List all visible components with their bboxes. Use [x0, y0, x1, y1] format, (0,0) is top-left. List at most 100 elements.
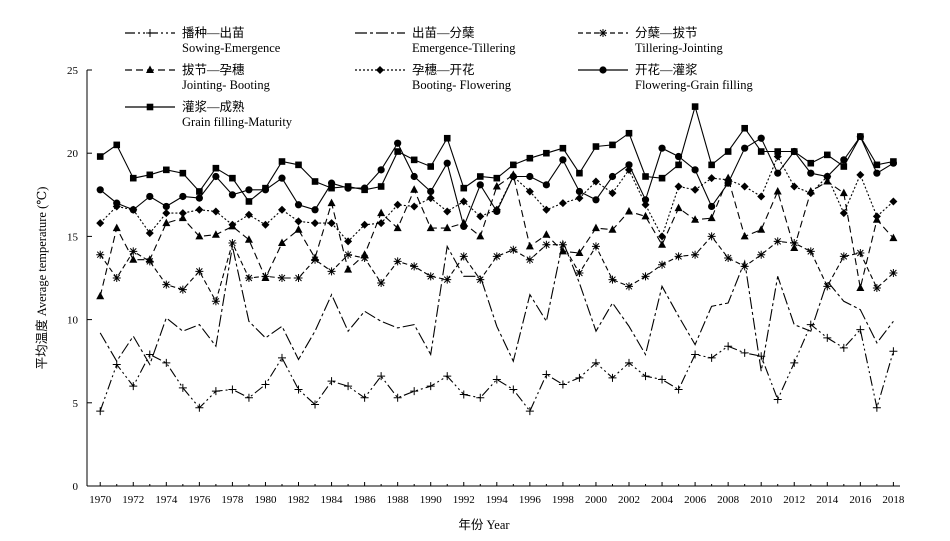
data-point — [262, 184, 269, 192]
data-point — [195, 194, 203, 202]
data-point — [823, 176, 832, 185]
data-point — [509, 385, 518, 394]
data-point — [675, 161, 682, 169]
legend-marker — [376, 66, 384, 74]
data-point — [476, 181, 484, 189]
data-point — [426, 223, 435, 232]
data-point — [96, 219, 105, 228]
data-point — [608, 225, 617, 233]
data-point — [244, 393, 253, 402]
data-point — [96, 250, 105, 259]
data-point — [96, 407, 105, 416]
data-point — [361, 186, 368, 194]
data-point — [460, 184, 468, 192]
data-point — [559, 156, 567, 164]
data-point — [377, 372, 386, 381]
data-point — [178, 213, 187, 222]
data-point — [724, 179, 732, 187]
data-point — [674, 203, 683, 212]
data-point — [542, 370, 551, 379]
x-axis-title: 年份 Year — [458, 518, 510, 532]
data-point — [294, 201, 303, 209]
data-point — [691, 103, 699, 110]
data-point — [691, 185, 700, 194]
data-point — [575, 373, 584, 382]
x-tick-label: 1990 — [420, 494, 443, 506]
data-point — [311, 400, 320, 409]
data-point — [790, 182, 799, 191]
data-point — [327, 267, 336, 276]
series-line — [99, 173, 894, 297]
data-point — [509, 245, 518, 254]
data-point — [443, 223, 452, 232]
data-point — [377, 219, 386, 228]
data-point — [575, 187, 584, 196]
data-point — [542, 205, 551, 214]
data-point — [427, 187, 435, 196]
data-point — [773, 186, 782, 195]
data-point — [113, 199, 121, 207]
data-point — [658, 240, 667, 248]
data-point — [625, 129, 633, 137]
data-point — [773, 395, 782, 404]
data-point — [608, 275, 617, 284]
data-point — [839, 188, 848, 197]
data-point — [674, 252, 683, 261]
data-point — [575, 269, 584, 278]
data-point — [228, 220, 237, 229]
data-point — [592, 143, 600, 150]
data-point — [244, 274, 253, 282]
y-tick-label: 5 — [73, 398, 79, 410]
data-point — [658, 174, 666, 182]
legend-marker — [599, 29, 607, 37]
x-tick-label: 2006 — [684, 494, 707, 506]
x-tick-label: 2012 — [783, 494, 805, 506]
data-point — [327, 377, 336, 386]
data-point — [426, 382, 435, 391]
series-3 — [96, 170, 898, 300]
data-point — [889, 269, 898, 278]
data-point — [856, 249, 865, 258]
data-point — [393, 223, 402, 232]
data-point — [459, 390, 468, 399]
x-tick-label: 2000 — [585, 494, 608, 506]
y-axis-title: 平均温度 Average temperature (℃) — [34, 187, 49, 370]
data-point — [857, 133, 864, 140]
data-point — [889, 233, 898, 242]
data-point — [344, 265, 353, 273]
data-point — [476, 212, 485, 221]
data-point — [228, 239, 237, 248]
series-line — [99, 239, 894, 372]
data-point — [162, 209, 171, 218]
data-point — [410, 156, 418, 164]
data-point — [525, 255, 534, 264]
data-point — [724, 254, 733, 263]
data-point — [393, 200, 402, 209]
data-point — [790, 239, 799, 248]
data-point — [757, 148, 765, 155]
data-point — [492, 181, 501, 190]
x-tick-label: 1982 — [288, 494, 310, 506]
data-point — [162, 218, 171, 227]
data-point — [575, 194, 584, 203]
data-point — [179, 192, 187, 201]
series-2 — [96, 232, 898, 306]
data-point — [691, 215, 700, 223]
data-point — [295, 161, 302, 169]
x-tick-label: 2018 — [882, 494, 905, 506]
legend-label-en: Booting- Flowering — [412, 78, 512, 92]
x-tick-label: 1992 — [453, 494, 475, 506]
data-point — [740, 262, 749, 271]
data-point — [178, 209, 187, 218]
legend-label-cn: 拔节—孕穗 — [182, 62, 245, 77]
data-point — [261, 220, 270, 229]
data-point — [674, 385, 683, 394]
data-point — [145, 229, 154, 238]
data-point — [492, 375, 501, 384]
data-point — [426, 194, 435, 203]
data-point — [277, 274, 286, 282]
data-point — [741, 124, 748, 132]
